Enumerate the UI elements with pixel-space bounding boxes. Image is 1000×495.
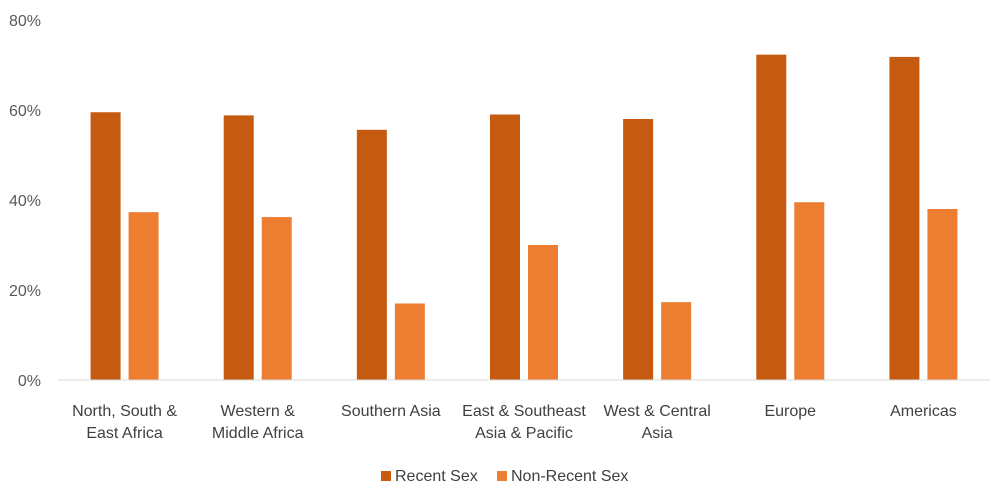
x-category-label: East & Southeast Asia & Pacific <box>462 403 586 442</box>
legend-label: Non-Recent Sex <box>511 468 628 485</box>
bar-non-recent-sex <box>661 302 692 380</box>
bar-non-recent-sex <box>128 212 159 380</box>
y-tick-label: 60% <box>9 103 41 120</box>
x-category-label: Americas <box>890 403 957 420</box>
bar-recent-sex <box>223 115 254 381</box>
x-category-label: Western & Middle Africa <box>212 403 304 442</box>
bar-recent-sex <box>623 119 654 380</box>
bar-recent-sex <box>756 54 787 381</box>
bar-non-recent-sex <box>261 217 292 380</box>
x-category-label: West & Central Asia <box>603 403 710 442</box>
y-axis: 0% 20% 40% 60% 80% <box>9 13 41 390</box>
bar-non-recent-sex <box>528 245 558 380</box>
x-category-label: North, South & East Africa <box>72 403 177 442</box>
legend-swatch <box>497 471 507 481</box>
y-tick-label: 20% <box>9 283 41 300</box>
bar-recent-sex <box>889 56 920 381</box>
bar-recent-sex <box>356 129 387 380</box>
legend-label: Recent Sex <box>395 468 478 485</box>
legend: Recent Sex Non-Recent Sex <box>381 468 628 485</box>
y-tick-label: 80% <box>9 13 41 30</box>
bar-recent-sex <box>490 114 520 380</box>
x-category-label: Europe <box>764 403 816 420</box>
y-tick-label: 40% <box>9 193 41 210</box>
y-tick-label: 0% <box>18 373 41 390</box>
bar-non-recent-sex <box>927 209 958 380</box>
bars <box>90 54 958 381</box>
x-category-label: Southern Asia <box>341 403 441 420</box>
bar-non-recent-sex <box>394 303 425 380</box>
bar-recent-sex <box>90 112 121 380</box>
legend-swatch <box>381 471 391 481</box>
x-axis-labels: North, South & East Africa Western & Middle… <box>72 403 957 442</box>
bar-non-recent-sex <box>794 202 825 380</box>
